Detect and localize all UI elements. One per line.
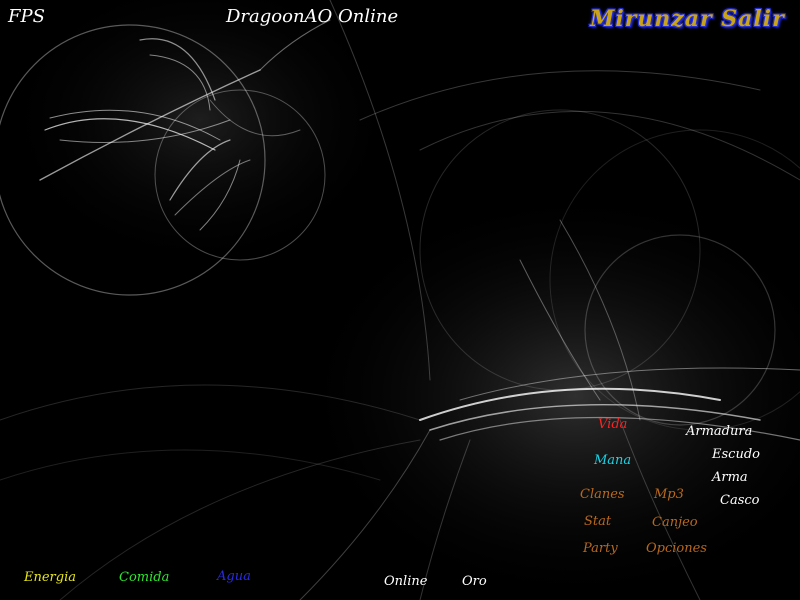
player-name: Mirunzar Salir: [590, 6, 785, 32]
comida-label: Comida: [119, 570, 170, 585]
oro-label: Oro: [462, 574, 487, 589]
stat-vida-label: Vida: [598, 417, 628, 432]
stat-casco-label: Casco: [720, 493, 760, 508]
stat-arma-label: Arma: [712, 470, 748, 485]
canjeo-button[interactable]: Canjeo: [652, 515, 698, 530]
stat-mana-label: Mana: [594, 453, 632, 468]
stat-escudo-label: Escudo: [712, 447, 760, 462]
energia-label: Energia: [24, 570, 76, 585]
party-button[interactable]: Party: [583, 541, 618, 556]
agua-label: Agua: [217, 569, 251, 584]
online-label: Online: [384, 574, 428, 589]
stat-button[interactable]: Stat: [584, 514, 612, 529]
mp3-button[interactable]: Mp3: [654, 487, 684, 502]
fps-label: FPS: [8, 6, 45, 27]
clanes-button[interactable]: Clanes: [580, 487, 625, 502]
opciones-button[interactable]: Opciones: [646, 541, 707, 556]
game-title: DragoonAO Online: [226, 6, 399, 27]
stat-armadura-label: Armadura: [686, 424, 753, 439]
